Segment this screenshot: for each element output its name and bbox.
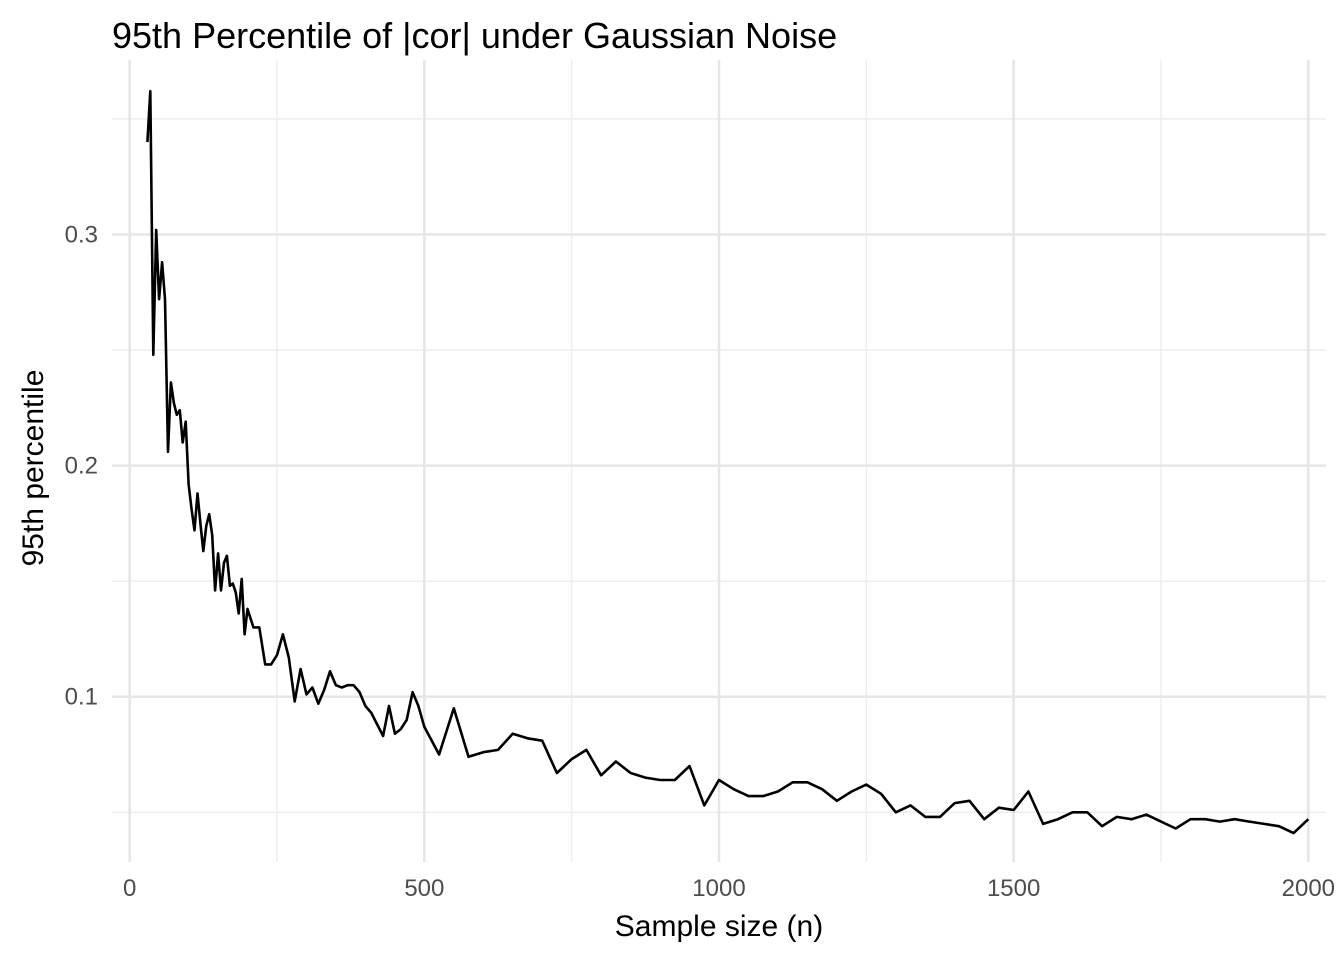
x-tick-labels: 0 500 1000 1500 2000 (123, 875, 1335, 902)
y-tick-labels: 0.1 0.2 0.3 (65, 221, 98, 710)
y-tick-label: 0.1 (65, 684, 98, 711)
x-tick-label: 1500 (987, 875, 1040, 902)
y-tick-label: 0.2 (65, 453, 98, 480)
x-tick-label: 1000 (692, 875, 745, 902)
y-axis-title: 95th percentile (17, 370, 50, 567)
x-tick-label: 500 (404, 875, 444, 902)
series-layer (146, 89, 1310, 835)
y-tick-label: 0.3 (65, 221, 98, 248)
x-axis-title: Sample size (n) (615, 910, 823, 943)
chart-title: 95th Percentile of |cor| under Gaussian … (112, 15, 837, 56)
x-tick-label: 2000 (1282, 875, 1335, 902)
series-line (146, 89, 1310, 835)
x-tick-label: 0 (123, 875, 136, 902)
